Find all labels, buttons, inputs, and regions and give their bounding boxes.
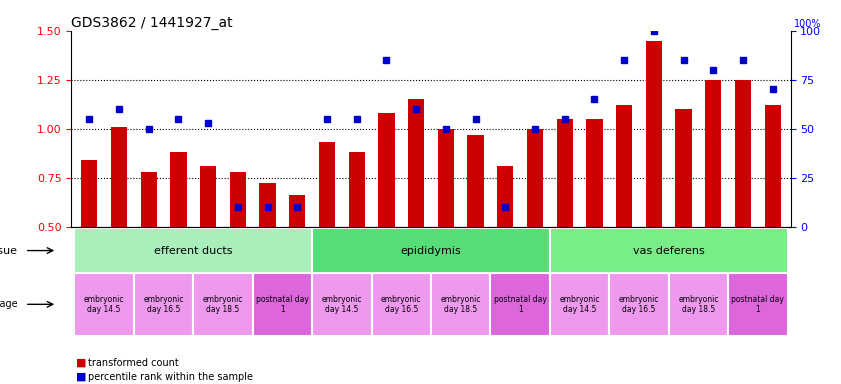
- Text: postnatal day
1: postnatal day 1: [494, 295, 547, 314]
- Text: embryonic
day 14.5: embryonic day 14.5: [84, 295, 124, 314]
- Bar: [705, 80, 722, 324]
- Bar: [259, 184, 276, 324]
- Bar: [728, 273, 787, 336]
- Bar: [557, 119, 573, 324]
- Text: embryonic
day 16.5: embryonic day 16.5: [381, 295, 421, 314]
- Text: percentile rank within the sample: percentile rank within the sample: [88, 372, 253, 382]
- Text: ■: ■: [76, 358, 86, 368]
- Bar: [646, 41, 662, 324]
- Text: postnatal day
1: postnatal day 1: [256, 295, 309, 314]
- Text: GDS3862 / 1441927_at: GDS3862 / 1441927_at: [71, 16, 233, 30]
- Bar: [75, 228, 312, 273]
- Text: embryonic
day 14.5: embryonic day 14.5: [321, 295, 362, 314]
- Text: embryonic
day 18.5: embryonic day 18.5: [203, 295, 243, 314]
- Bar: [526, 129, 543, 324]
- Bar: [497, 166, 514, 324]
- Bar: [735, 80, 751, 324]
- Text: embryonic
day 18.5: embryonic day 18.5: [678, 295, 719, 314]
- Text: efferent ducts: efferent ducts: [154, 245, 233, 256]
- Bar: [675, 109, 692, 324]
- Bar: [616, 105, 632, 324]
- Bar: [550, 273, 609, 336]
- Bar: [319, 142, 336, 324]
- Bar: [348, 152, 365, 324]
- Bar: [586, 119, 603, 324]
- Bar: [490, 273, 550, 336]
- Text: postnatal day
1: postnatal day 1: [732, 295, 785, 314]
- Bar: [253, 273, 312, 336]
- Bar: [408, 99, 425, 324]
- Text: transformed count: transformed count: [88, 358, 179, 368]
- Bar: [609, 273, 669, 336]
- Bar: [550, 228, 787, 273]
- Bar: [431, 273, 490, 336]
- Bar: [312, 228, 550, 273]
- Bar: [378, 113, 394, 324]
- Bar: [111, 127, 127, 324]
- Bar: [372, 273, 431, 336]
- Bar: [669, 273, 728, 336]
- Text: embryonic
day 18.5: embryonic day 18.5: [441, 295, 481, 314]
- Bar: [312, 273, 372, 336]
- Text: embryonic
day 14.5: embryonic day 14.5: [559, 295, 600, 314]
- Bar: [134, 273, 193, 336]
- Bar: [437, 129, 454, 324]
- Bar: [200, 166, 216, 324]
- Text: epididymis: epididymis: [400, 245, 462, 256]
- Text: development stage: development stage: [0, 299, 18, 310]
- Bar: [468, 134, 484, 324]
- Bar: [230, 172, 246, 324]
- Bar: [289, 195, 305, 324]
- Text: tissue: tissue: [0, 245, 18, 256]
- Bar: [140, 172, 157, 324]
- Bar: [764, 105, 781, 324]
- Bar: [193, 273, 253, 336]
- Bar: [81, 160, 98, 324]
- Text: embryonic
day 16.5: embryonic day 16.5: [143, 295, 184, 314]
- Bar: [170, 152, 187, 324]
- Text: ■: ■: [76, 372, 86, 382]
- Text: vas deferens: vas deferens: [632, 245, 705, 256]
- Text: 100%: 100%: [794, 19, 822, 29]
- Bar: [75, 273, 134, 336]
- Text: embryonic
day 16.5: embryonic day 16.5: [619, 295, 659, 314]
